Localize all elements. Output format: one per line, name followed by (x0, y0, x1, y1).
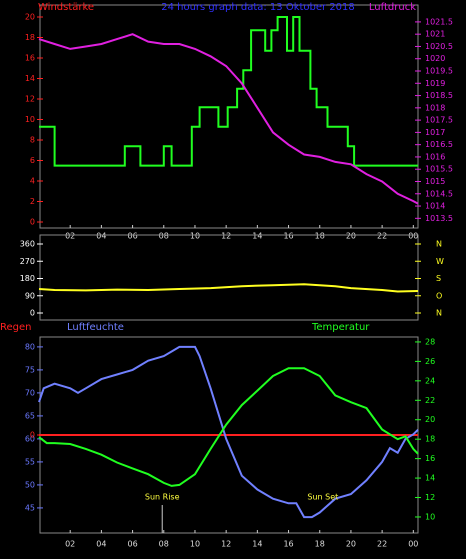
series-label: Luftdruck (369, 2, 416, 13)
tick-label: 1020 (425, 54, 445, 63)
tick-label: 22 (425, 396, 435, 405)
x-tick-label: 00 (408, 232, 418, 241)
tick-label: 1019 (425, 79, 445, 88)
series-line (38, 283, 419, 293)
x-tick-label: 02 (65, 232, 75, 241)
tick-label: 75 (25, 365, 35, 374)
tick-label: 12 (25, 95, 35, 104)
tick-label: 1013.5 (425, 214, 453, 223)
x-tick-label: 20 (346, 540, 356, 549)
x-tick-label: 16 (283, 232, 293, 241)
x-tick-label: 18 (315, 540, 325, 549)
tick-label: 26 (425, 357, 435, 366)
tick-label: 1015.5 (425, 165, 453, 174)
tick-label: 1021.5 (425, 17, 453, 26)
tick-label: W (436, 257, 444, 266)
x-tick-label: 02 (65, 540, 75, 549)
tick-label: 1017 (425, 128, 445, 137)
tick-label: 20 (425, 415, 435, 424)
tick-label: 1014.5 (425, 189, 453, 198)
tick-label: O (436, 291, 442, 300)
tick-label: 4 (30, 177, 35, 186)
tick-label: 1018 (425, 103, 445, 112)
series-label: Luftfeuchte (67, 322, 124, 333)
tick-label: 8 (30, 136, 35, 145)
x-tick-label: 06 (127, 540, 137, 549)
tick-label: 360 (20, 240, 35, 249)
x-tick-label: 12 (221, 232, 231, 241)
x-tick-label: 14 (252, 540, 262, 549)
x-tick-label: 20 (346, 232, 356, 241)
tick-label: 16 (425, 454, 435, 463)
series-line (38, 367, 419, 487)
tick-label: 1016 (425, 152, 445, 161)
tick-label: 90 (25, 291, 35, 300)
x-tick-label: 04 (96, 540, 106, 549)
tick-label: 16 (25, 54, 35, 63)
x-tick-label: 04 (96, 232, 106, 241)
tick-label: 70 (25, 388, 35, 397)
x-tick-label: 00 (408, 540, 418, 549)
tick-label: 60 (25, 434, 35, 443)
tick-label: 10 (25, 115, 35, 124)
x-tick-label: 10 (190, 232, 200, 241)
tick-label: 2 (30, 197, 35, 206)
x-tick-label: 22 (377, 232, 387, 241)
tick-label: 28 (425, 337, 435, 346)
series-label: Temperatur (311, 322, 370, 333)
panel-frame (39, 4, 419, 229)
tick-label: 50 (25, 480, 35, 489)
tick-label: 1014 (425, 202, 445, 211)
annotation: Sun Rise (145, 493, 180, 502)
x-tick-label: 14 (252, 232, 262, 241)
tick-label: 270 (20, 257, 35, 266)
series-label: Regen (0, 322, 32, 333)
series-label: Windstärke (38, 2, 94, 13)
x-tick-label: 18 (315, 232, 325, 241)
tick-label: 0 (30, 309, 35, 318)
tick-label: 80 (25, 342, 35, 351)
tick-label: 14 (425, 474, 435, 483)
x-tick-label: 16 (283, 540, 293, 549)
tick-label: 10 (425, 512, 435, 521)
tick-label: 18 (25, 33, 35, 42)
tick-label: 45 (25, 503, 35, 512)
tick-label: 1019.5 (425, 67, 453, 76)
x-tick-label: 06 (127, 232, 137, 241)
series-line (38, 345, 419, 519)
tick-label: 1017.5 (425, 116, 453, 125)
annotation: Sun Set (307, 493, 338, 502)
tick-label: 20 (25, 13, 35, 22)
x-tick-label: 10 (190, 540, 200, 549)
panel-frame (39, 234, 419, 321)
tick-label: 1021 (425, 30, 445, 39)
tick-label: 180 (20, 274, 35, 283)
series-line (39, 16, 418, 167)
tick-label: 14 (25, 74, 35, 83)
tick-label: N (436, 240, 442, 249)
tick-label: 65 (25, 411, 35, 420)
tick-label: 1018.5 (425, 91, 453, 100)
x-tick-label: 12 (221, 540, 231, 549)
tick-label: 1015 (425, 177, 445, 186)
tick-label: S (436, 274, 441, 283)
x-tick-label: 08 (159, 540, 169, 549)
tick-label: 55 (25, 457, 35, 466)
x-tick-label: 22 (377, 540, 387, 549)
tick-label: 18 (425, 435, 435, 444)
tick-label: 1016.5 (425, 140, 453, 149)
tick-label: 6 (30, 156, 35, 165)
tick-label: 12 (425, 493, 435, 502)
tick-label: 0 (30, 431, 35, 440)
chart-title: 24 hours graph data: 13 Oktober 2018 (161, 2, 355, 13)
x-tick-label: 08 (159, 232, 169, 241)
tick-label: 1020.5 (425, 42, 453, 51)
tick-label: 24 (425, 376, 435, 385)
tick-label: N (436, 309, 442, 318)
series-line (38, 33, 419, 205)
tick-label: 0 (30, 218, 35, 227)
